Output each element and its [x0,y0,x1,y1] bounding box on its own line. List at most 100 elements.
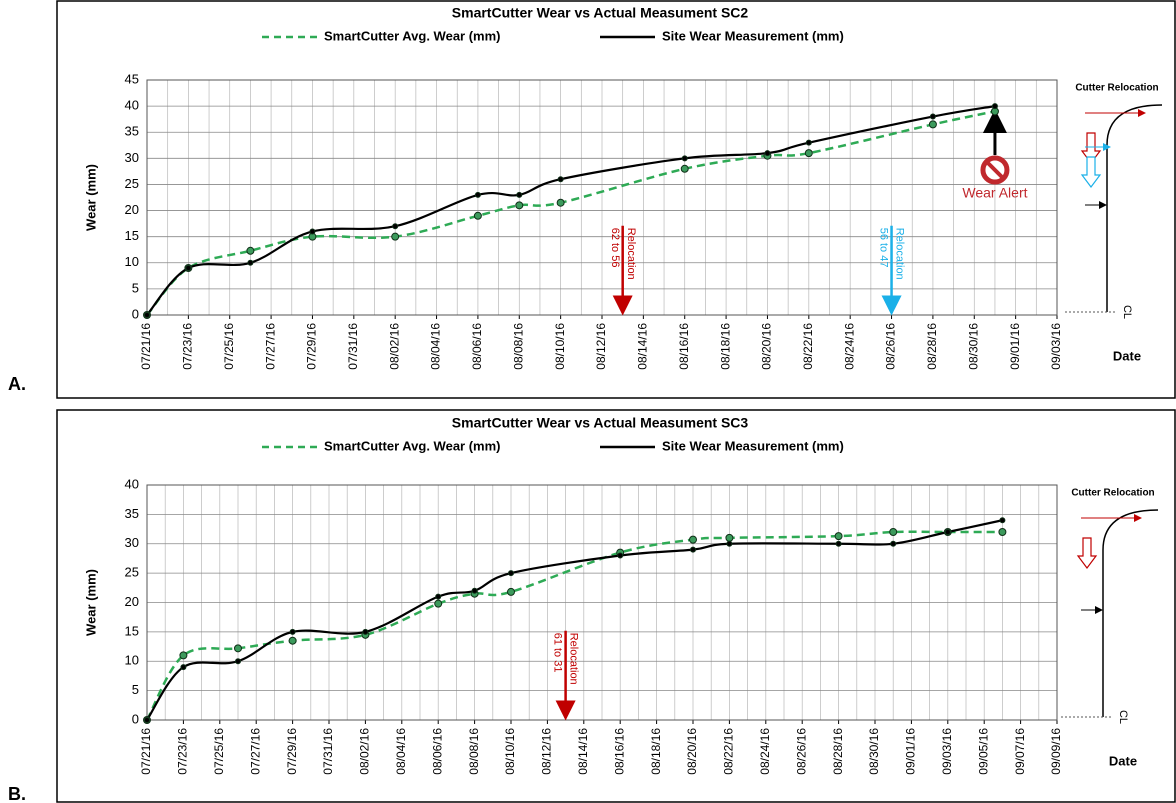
x-tick-label: 08/06/16 [430,728,444,775]
y-tick-label: 5 [132,280,139,295]
x-tick-label: 07/25/16 [222,323,236,370]
series-marker [998,528,1007,536]
series-marker [507,587,515,596]
x-tick-label: 07/29/16 [305,323,319,370]
series-line [145,530,1003,721]
series-marker [928,120,937,129]
y-tick-label: 20 [125,202,139,217]
y-tick-label: 0 [132,711,139,726]
x-tick-label: 08/10/16 [503,728,517,775]
x-tick-label: 09/05/16 [976,728,990,775]
chart: A. SmartCutter Wear vs Actual Measument S… [8,0,1176,399]
x-tick-label: 08/02/16 [358,728,372,775]
x-tick-label: 08/20/16 [685,728,699,775]
panel-frame [56,0,1176,399]
x-tick-label: 08/22/16 [722,728,736,775]
y-tick-label: 15 [125,228,139,243]
x-tick-label: 08/08/16 [511,323,525,370]
series-marker [179,651,188,660]
series-line [146,110,996,316]
x-axis-label: Date [1109,753,1137,768]
x-tick-label: 08/02/16 [387,323,401,370]
series-line [146,519,1003,721]
series-marker [391,232,400,241]
x-axis-label: Date [1113,348,1141,363]
series-marker [557,176,564,183]
y-axis-label: Wear (mm) [83,569,98,636]
chart: B. SmartCutter Wear vs Actual Measument S… [8,409,1176,803]
x-tick-label: 07/23/16 [181,323,195,370]
legend-label: SmartCutter Avg. Wear (mm) [324,28,501,43]
x-tick-label: 08/10/16 [553,323,567,370]
x-tick-label: 07/21/16 [139,728,153,775]
series-marker [764,150,771,157]
x-tick-label: 07/25/16 [212,728,226,775]
x-tick-label: 07/31/16 [346,323,360,370]
x-tick-label: 07/29/16 [285,728,299,775]
plot-border [146,79,1058,316]
series-marker [944,529,951,535]
panel-label: A. [8,374,26,394]
series-marker [725,533,734,542]
plot-border [146,484,1058,721]
alert-text: Wear Alert [962,185,1027,201]
x-tick-label: 07/21/16 [139,323,153,370]
series-marker [726,540,733,547]
x-tick-label: 08/24/16 [842,323,856,370]
y-tick-label: 10 [125,254,139,269]
series-marker [309,228,316,235]
x-tick-label: 08/26/16 [884,323,898,370]
y-tick-label: 35 [125,124,139,139]
series-marker [246,246,255,255]
x-tick-label: 08/04/16 [429,323,443,370]
series-marker [834,532,843,541]
series-marker [434,599,443,608]
panel-frame [56,409,1176,803]
series-marker [681,155,688,162]
side-title: Cutter Relocation [1075,83,1158,94]
series-marker [929,113,936,120]
series-marker [890,540,897,547]
x-tick-label: 08/12/16 [594,323,608,370]
series-marker [435,593,442,600]
y-tick-label: 5 [132,682,139,697]
y-tick-label: 35 [125,506,139,521]
x-tick-label: 08/28/16 [925,323,939,370]
annotation-text: Relocation [568,633,580,685]
x-tick-label: 09/03/16 [1049,323,1063,370]
y-tick-label: 30 [125,535,139,550]
series-marker [288,636,297,645]
series-marker [247,259,254,266]
x-tick-label: 09/03/16 [940,728,954,775]
x-tick-label: 07/23/16 [176,728,190,775]
x-tick-label: 08/14/16 [576,728,590,775]
series-marker [516,191,523,198]
annotation-detail: 56 to 47 [878,228,890,268]
series-marker [889,528,898,536]
x-tick-label: 08/18/16 [718,323,732,370]
series-marker [144,717,150,723]
y-tick-label: 40 [125,476,139,491]
x-tick-label: 08/08/16 [467,728,481,775]
legend-label: Site Wear Measurement (mm) [662,28,844,43]
series-marker [185,265,192,271]
y-tick-label: 10 [125,653,139,668]
y-tick-label: 25 [125,176,139,191]
series-marker [508,570,514,577]
annotation-detail: 61 to 31 [552,633,564,673]
series-marker [556,198,565,207]
x-tick-label: 08/16/16 [612,728,626,775]
series-marker [235,658,241,665]
x-tick-label: 09/01/16 [904,728,918,775]
x-tick-label: 08/30/16 [966,323,980,370]
series-marker [804,149,813,158]
x-tick-label: 09/01/16 [1008,323,1022,370]
x-tick-label: 08/20/16 [760,323,774,370]
hollow-arrow [1076,537,1098,569]
legend-label: SmartCutter Avg. Wear (mm) [324,438,501,453]
y-tick-label: 20 [125,594,139,609]
y-axis-label: Wear (mm) [83,164,98,231]
y-tick-label: 15 [125,623,139,638]
series-marker [690,546,696,553]
x-tick-label: 08/04/16 [394,728,408,775]
